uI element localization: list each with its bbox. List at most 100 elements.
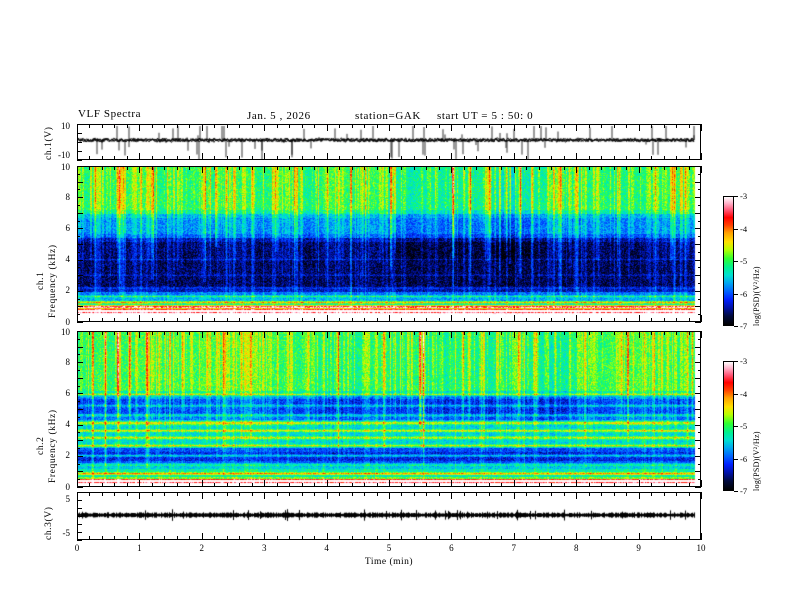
xtick-top-ch3-wave <box>663 492 665 496</box>
xtick-ch3-wave <box>601 536 603 540</box>
xtick-top-ch2-spec <box>189 331 191 335</box>
colorbar-tick-label--6: -6 <box>740 453 748 464</box>
xtick-ch1-wave <box>314 156 316 160</box>
xtick-ch3-wave <box>389 533 390 540</box>
ytick-wave <box>77 524 82 525</box>
xtick-ch3-wave <box>538 536 540 540</box>
xtick-ch2-spec <box>326 480 328 487</box>
xtick-top-ch3-wave <box>189 492 191 496</box>
xtick-top-ch1-wave <box>663 124 665 128</box>
xtick-ch2-spec <box>189 483 191 487</box>
xtick-ch1-spec <box>601 318 603 322</box>
xtick-ch1-wave <box>251 156 253 160</box>
ytick-wave <box>77 516 82 517</box>
xtick-top-ch1-wave <box>513 124 515 131</box>
xtick-ch1-spec <box>289 318 291 322</box>
xtick-top-ch1-spec <box>626 166 628 170</box>
xtick-ch1-wave <box>114 156 116 160</box>
xtick-top-ch2-spec <box>513 331 515 338</box>
xtick-ch1-wave <box>613 156 615 160</box>
xtick-top-ch2-spec <box>376 331 378 335</box>
xtick-top-ch1-spec <box>239 166 241 170</box>
xtick-top-ch1-wave <box>276 124 278 128</box>
colorbar-tick <box>734 361 738 362</box>
xtick-ch1-spec <box>676 318 678 322</box>
ytick-right-ch1 <box>695 322 701 323</box>
xtick-ch3-wave <box>526 536 528 540</box>
ytick-ch2 <box>77 455 83 457</box>
xtick-ch3-wave <box>376 536 378 540</box>
xtick-top-ch1-spec <box>139 166 141 173</box>
xtick-ch1-spec <box>563 318 565 322</box>
xtick-ch1-spec <box>426 318 428 322</box>
xtick-top-ch3-wave <box>551 492 553 496</box>
xtick-ch1-wave <box>501 156 503 160</box>
xtick-top-ch2-spec <box>501 331 503 335</box>
xtick-ch3-wave <box>276 536 278 540</box>
xtick-top-ch1-wave <box>164 124 166 128</box>
xtick-top-ch3-wave <box>351 492 353 496</box>
xtick-top-ch1-wave <box>538 124 540 128</box>
xtick-top-ch3-wave <box>201 492 203 499</box>
xtick-top-ch1-wave <box>488 124 490 128</box>
ytick-right-ch2 <box>695 471 701 473</box>
xtick-top-ch1-spec <box>638 166 640 173</box>
xtick-ch1-spec <box>151 318 153 322</box>
ytick-right-ch2 <box>698 401 701 403</box>
xtick-top-ch1-spec <box>176 166 178 170</box>
xtick-ch2-spec <box>538 483 540 487</box>
xtick-ch1-spec <box>264 315 266 322</box>
xtick-top-ch1-spec <box>551 166 553 170</box>
x-tick-0: 0 <box>74 543 80 553</box>
xtick-ch1-spec <box>114 318 116 322</box>
x-tick-2: 2 <box>199 543 205 553</box>
xtick-ch2-spec <box>151 483 153 487</box>
xtick-ch1-wave <box>389 153 390 160</box>
xtick-top-ch2-spec <box>214 331 216 335</box>
xtick-ch2-spec <box>601 483 603 487</box>
xtick-top-ch1-wave <box>314 124 316 128</box>
xtick-ch1-wave <box>164 156 166 160</box>
x-tick-4: 4 <box>324 543 329 553</box>
xtick-top-ch3-wave <box>126 492 128 496</box>
ytick-wave <box>77 540 82 541</box>
xtick-ch1-wave <box>626 156 628 160</box>
xtick-top-ch1-wave <box>638 124 640 131</box>
xtick-top-ch1-spec <box>376 166 378 170</box>
colorbar-ch1 <box>723 196 734 326</box>
xtick-top-ch3-wave <box>538 492 540 496</box>
xtick-ch3-wave <box>226 536 228 540</box>
xtick-ch3-wave <box>588 536 590 540</box>
xtick-top-ch1-wave <box>239 124 241 128</box>
xtick-ch1-spec <box>588 318 590 322</box>
ytick-right-ch1 <box>698 267 701 269</box>
xtick-top-ch1-wave <box>189 124 191 128</box>
xtick-top-ch1-spec <box>151 166 153 170</box>
ytick-ch1 <box>77 275 83 277</box>
xtick-top-ch2-spec <box>164 331 166 335</box>
xtick-top-ch3-wave <box>364 492 366 496</box>
xtick-top-ch2-spec <box>588 331 590 335</box>
xtick-ch1-wave <box>101 156 103 160</box>
xtick-ch1-spec <box>438 318 440 322</box>
xtick-top-ch1-spec <box>538 166 540 170</box>
xtick-ch1-wave <box>239 156 241 160</box>
xtick-ch1-spec <box>638 315 640 322</box>
ytick-ch2 <box>77 331 83 332</box>
xtick-ch2-spec <box>401 483 403 487</box>
xtick-top-ch1-wave <box>201 124 203 131</box>
xtick-top-ch2-spec <box>663 331 665 335</box>
ytick-right-ch2 <box>698 432 701 434</box>
xtick-ch2-spec <box>688 483 690 487</box>
xtick-top-ch3-wave <box>638 492 640 499</box>
xtick-ch1-wave <box>289 156 291 160</box>
xtick-ch1-spec <box>139 315 141 322</box>
xtick-top-ch1-spec <box>501 166 503 170</box>
colorbar-tick-label--4: -4 <box>740 388 748 399</box>
xtick-top-ch3-wave <box>151 492 153 496</box>
xtick-ch1-wave <box>588 156 590 160</box>
xtick-ch3-wave <box>401 536 403 540</box>
ytick-wave <box>77 160 82 161</box>
xtick-top-ch3-wave <box>651 492 653 496</box>
xtick-ch3-wave <box>613 536 615 540</box>
